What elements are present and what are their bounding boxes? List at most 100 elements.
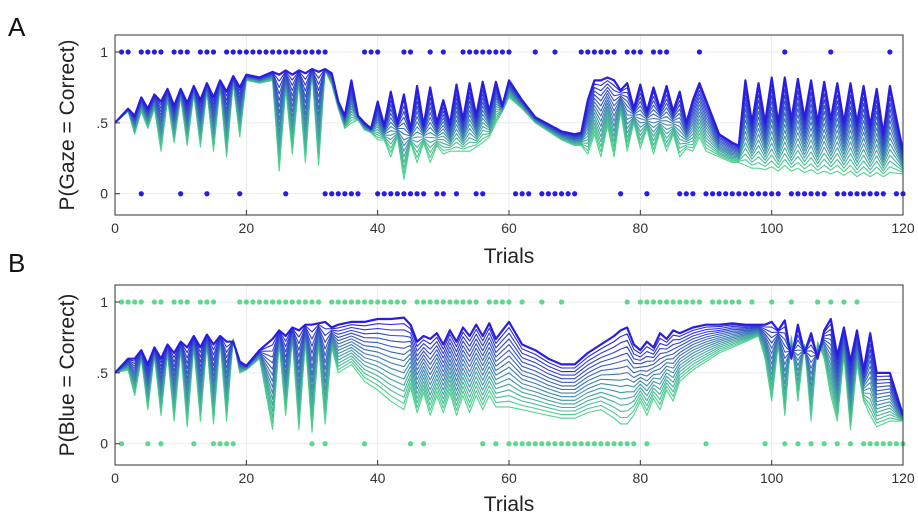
outcome-dot-correct	[650, 49, 657, 55]
outcome-dot-correct	[637, 49, 643, 55]
outcome-dot-incorrect	[565, 191, 571, 197]
outcome-dot-correct	[178, 49, 184, 55]
outcome-dot-correct	[624, 299, 630, 305]
x-tick-label: 100	[760, 220, 784, 236]
outcome-dot-incorrect	[381, 191, 387, 197]
outcome-dot-incorrect	[526, 191, 532, 197]
outcome-dot-correct	[158, 49, 164, 55]
outcome-dot-correct	[624, 49, 630, 55]
outcome-dot-correct	[532, 49, 538, 55]
outcome-dot-correct	[263, 49, 269, 55]
outcome-dot-correct	[657, 49, 663, 55]
outcome-dot-correct	[375, 49, 381, 55]
outcome-dot-correct	[151, 299, 157, 305]
model-curve-line	[115, 325, 903, 417]
outcome-dot-incorrect	[342, 191, 348, 197]
outcome-dot-correct	[716, 299, 722, 305]
outcome-dot-correct	[289, 299, 295, 305]
y-tick-label: 0	[100, 186, 108, 202]
panel-a: 0 20 40 60 80 100 120 0 .5 1 Trials P(Gaze = Correc…	[8, 12, 915, 268]
outcome-dot-correct	[335, 299, 341, 305]
outcome-dot-correct	[184, 299, 190, 305]
outcome-dot-correct	[315, 49, 322, 55]
outcome-dot-correct	[342, 299, 348, 305]
outcome-dot-correct	[828, 299, 834, 305]
outcome-dot-incorrect	[716, 191, 722, 197]
x-tick-label: 80	[633, 470, 649, 486]
outcome-dot-incorrect	[191, 441, 197, 447]
outcome-dot-incorrect	[394, 191, 400, 197]
outcome-dot-incorrect	[644, 441, 650, 447]
outcome-dot-correct	[178, 299, 184, 305]
outcome-dot-correct	[125, 49, 131, 55]
outcome-dot-correct	[480, 49, 486, 55]
y-tick-label: 1	[100, 44, 108, 60]
outcome-dot-correct	[604, 49, 611, 55]
outcome-dot-correct	[421, 299, 427, 305]
outcome-dot-incorrect	[558, 441, 565, 447]
outcome-dot-incorrect	[309, 441, 315, 447]
model-curve-line	[115, 316, 903, 416]
outcome-dot-incorrect	[355, 191, 361, 197]
model-curve-line	[115, 330, 903, 419]
outcome-dot-correct	[309, 299, 315, 305]
outcome-dot-incorrect	[847, 441, 854, 447]
outcome-dot-correct	[197, 299, 203, 305]
outcome-dot-incorrect	[893, 191, 900, 197]
outcome-dot-correct	[427, 49, 433, 55]
outcome-dot-incorrect	[118, 441, 125, 447]
outcome-dot-incorrect	[440, 191, 446, 197]
outcome-dot-correct	[749, 299, 755, 305]
outcome-dot-incorrect	[729, 191, 735, 197]
outcome-dot-correct	[729, 299, 735, 305]
outcome-dot-correct	[493, 299, 499, 305]
outcome-dot-correct	[637, 299, 643, 305]
outcome-dot-incorrect	[867, 191, 873, 197]
outcome-dot-incorrect	[375, 191, 381, 197]
outcome-dot-incorrect	[414, 191, 420, 197]
outcome-dot-correct	[348, 299, 354, 305]
panel-letter: A	[8, 12, 26, 42]
outcome-dot-correct	[375, 299, 381, 305]
outcome-dot-incorrect	[808, 441, 814, 447]
outcome-dot-incorrect	[591, 441, 597, 447]
y-tick-label: .5	[96, 115, 108, 131]
outcome-dot-correct	[118, 299, 125, 305]
outcome-dot-incorrect	[539, 191, 545, 197]
outcome-dot-correct	[355, 299, 361, 305]
outcome-dot-correct	[427, 299, 433, 305]
outcome-dot-correct	[296, 299, 302, 305]
outcome-dot-correct	[493, 49, 499, 55]
outcome-dot-incorrect	[322, 191, 328, 197]
outcome-dot-correct	[467, 49, 473, 55]
outcome-dot-correct	[401, 299, 407, 305]
outcome-dot-incorrect	[703, 441, 709, 447]
outcome-dot-incorrect	[558, 191, 565, 197]
outcome-dot-correct	[696, 49, 703, 55]
x-axis-title: Trials	[484, 245, 535, 268]
outcome-dot-correct	[224, 49, 230, 55]
outcome-dot-incorrect	[545, 191, 552, 197]
model-curve-line	[115, 328, 903, 418]
outcome-dot-correct	[296, 49, 302, 55]
outcome-dot-incorrect	[821, 191, 827, 197]
outcome-dot-correct	[578, 49, 584, 55]
outcome-dot-correct	[368, 49, 374, 55]
model-curve-line	[115, 69, 903, 161]
outcome-dot-correct	[145, 49, 151, 55]
outcome-dot-correct	[204, 49, 210, 55]
outcome-dot-incorrect	[703, 191, 709, 197]
outcome-dot-correct	[256, 49, 263, 55]
y-axis-title: P(Blue = Correct)	[56, 294, 79, 457]
outcome-dot-correct	[302, 299, 309, 305]
model-curve-line	[115, 330, 903, 420]
outcome-dot-incorrect	[867, 441, 873, 447]
outcome-dot-incorrect	[808, 191, 814, 197]
outcome-dot-incorrect	[283, 191, 289, 197]
outcome-dot-correct	[315, 299, 322, 305]
outcome-dot-correct	[650, 299, 657, 305]
outcome-dot-incorrect	[230, 441, 236, 447]
outcome-dot-correct	[388, 299, 394, 305]
outcome-dot-incorrect	[762, 191, 768, 197]
